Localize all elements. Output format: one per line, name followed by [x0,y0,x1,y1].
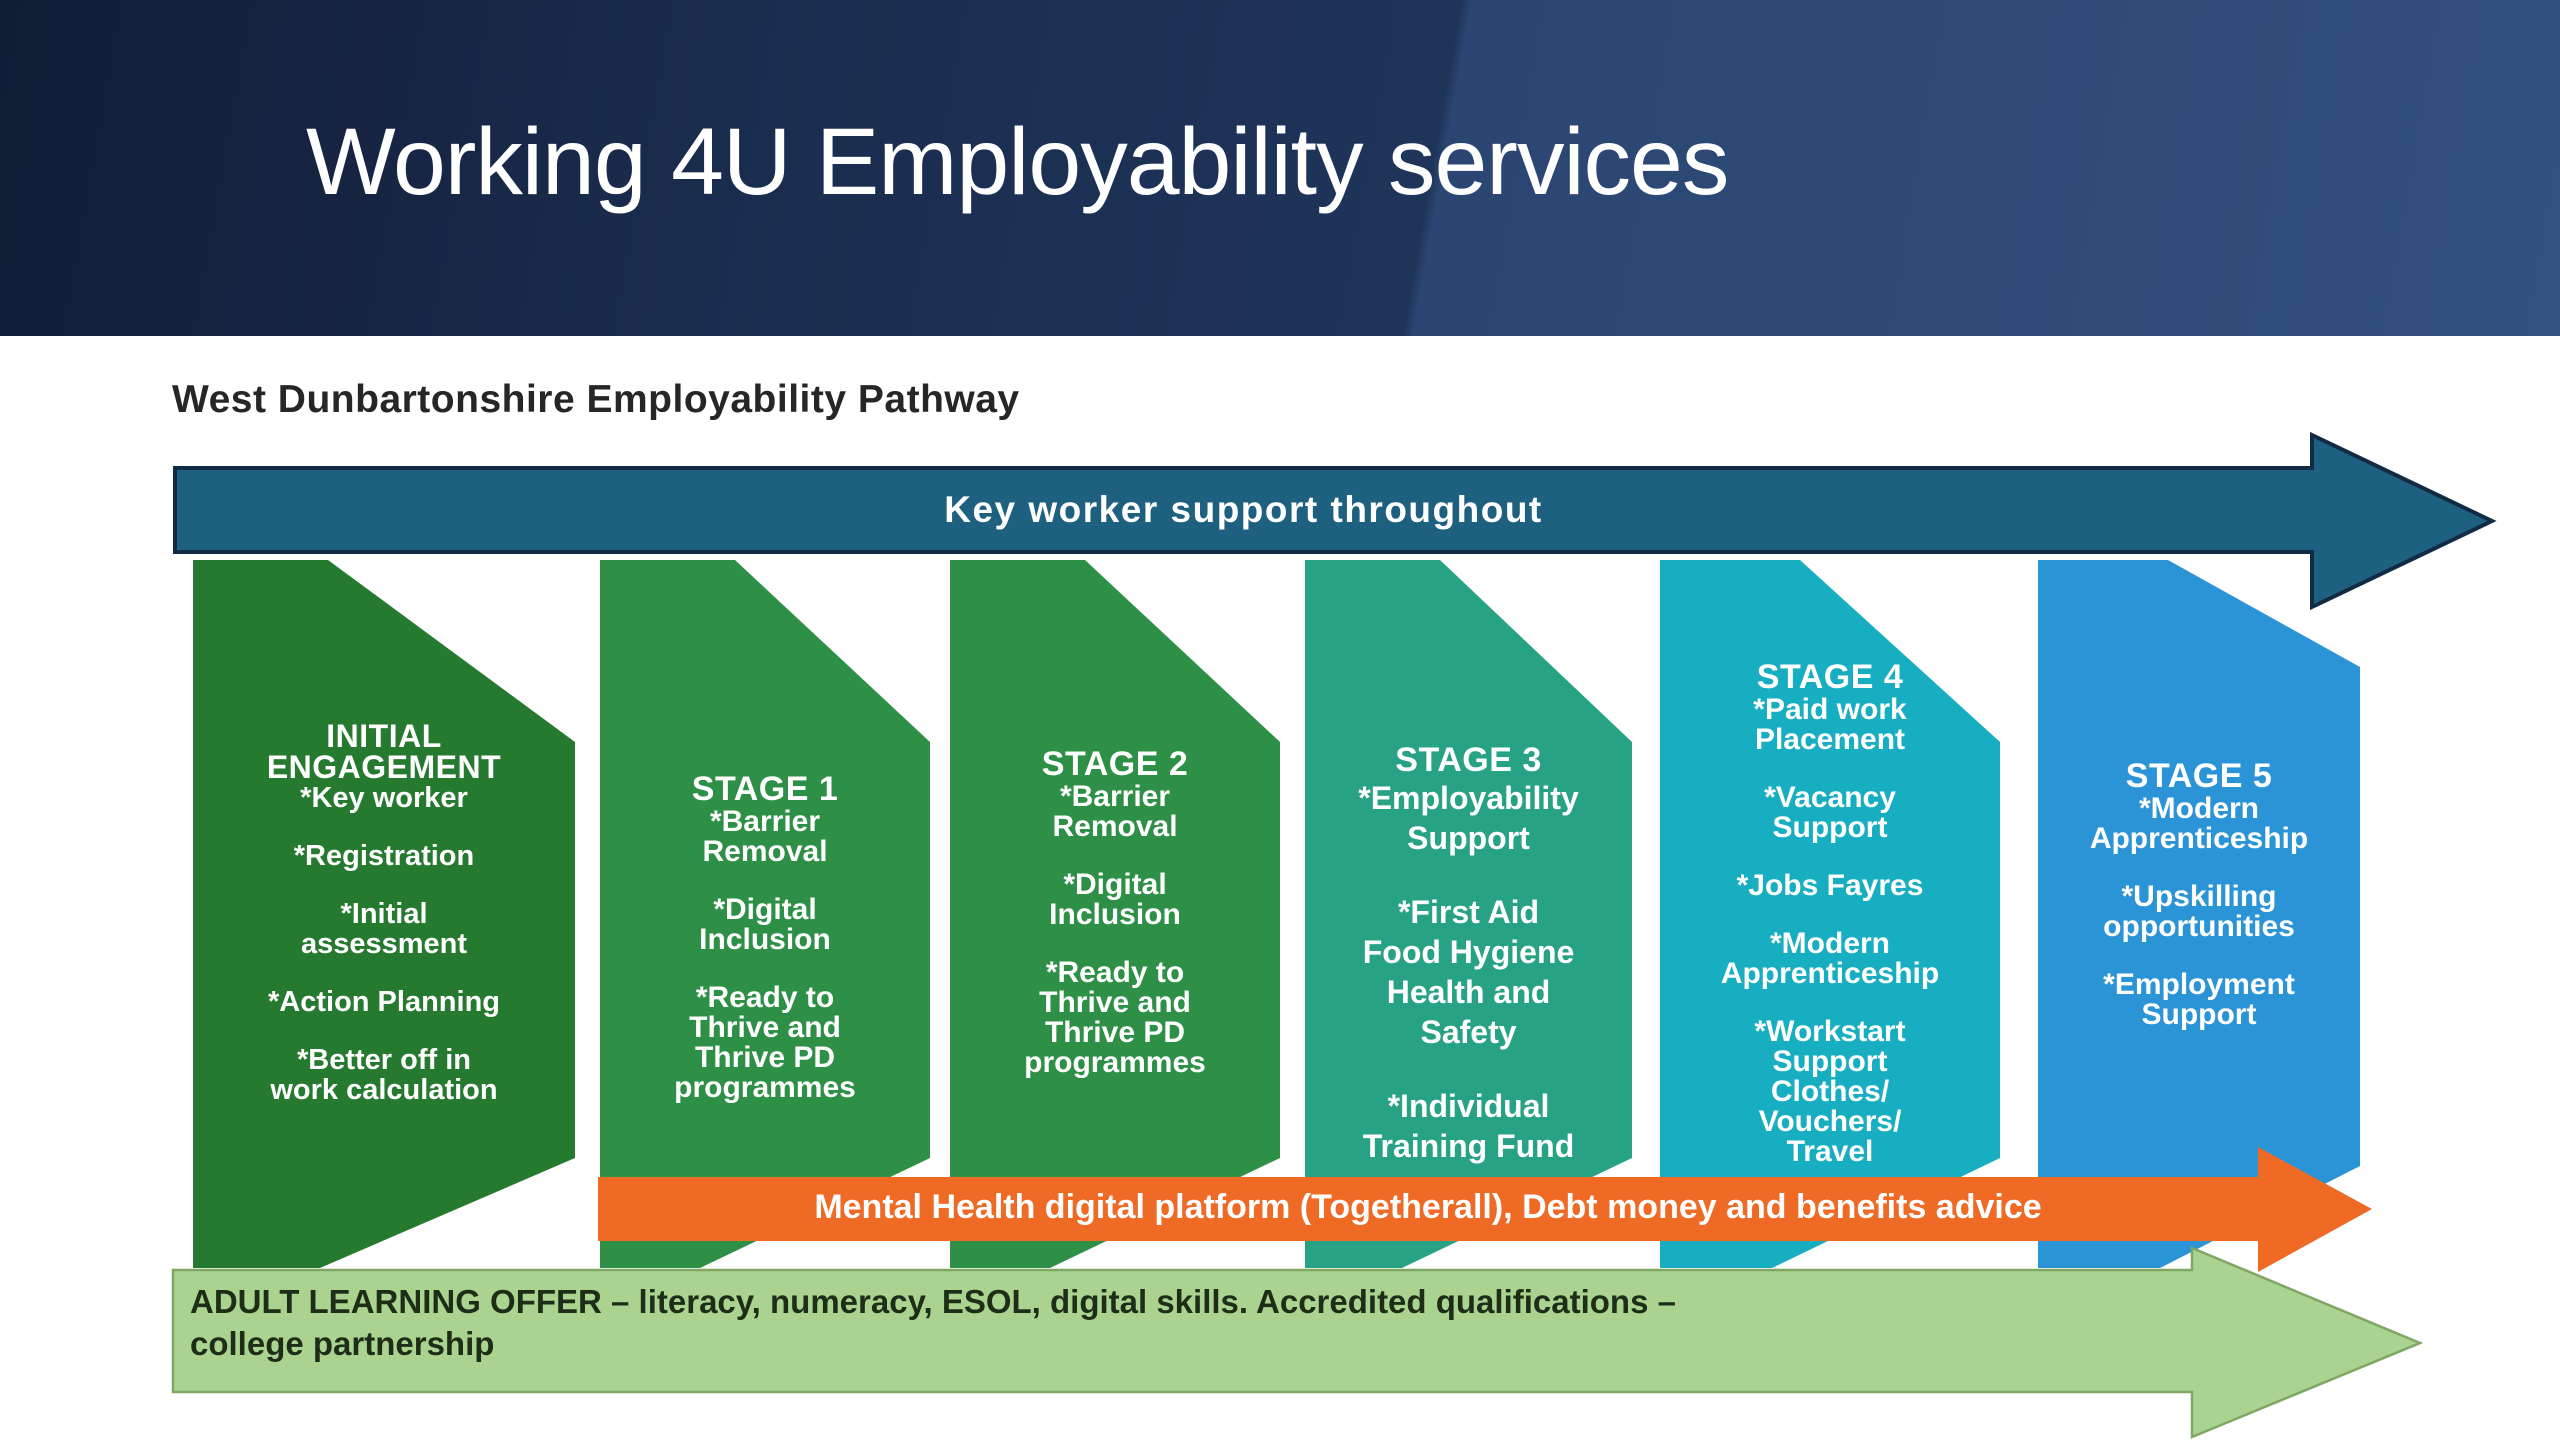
key-worker-arrow-label: Key worker support throughout [944,489,1543,530]
stage-item: *Vacancy Support [1764,781,1896,844]
stage-item: *Workstart Support Clothes/ Vouchers/ Tr… [1754,1015,1906,1168]
stage-column-stage-5: STAGE 5 *Modern Apprenticeship *Upskilli… [2038,560,2360,1268]
stage-title: STAGE 5 [2125,757,2273,795]
stage-item: *Registration [293,840,475,872]
stage-title: STAGE 2 [1041,745,1189,783]
stage-item: *Individual Training Fund [1362,1088,1575,1164]
mental-health-arrow-shape [598,1147,2372,1272]
stage-item: *Key worker [300,782,468,814]
stage-item: *Employment Support [2103,968,2295,1031]
mental-health-arrow-label: Mental Health digital platform (Together… [814,1188,2042,1226]
pathway-heading: West Dunbartonshire Employability Pathwa… [172,378,1020,421]
stage-item: *Jobs Fayres [1736,869,1924,902]
stage-title: STAGE 4 [1756,658,1904,696]
stage-title: INITIAL ENGAGEMENT [266,718,502,785]
stage-item: *Ready to Thrive and Thrive PD programme… [1024,956,1206,1079]
stage-item: *Initial assessment [300,898,468,960]
stage-item: *First Aid Food Hygiene Health and Safet… [1362,894,1575,1050]
stage-title: STAGE 1 [691,770,839,808]
stage-item: *Modern Apprenticeship [1720,927,1940,990]
stage-item: *Barrier Removal [1052,780,1178,843]
stage-item: *Action Planning [268,986,500,1018]
stage-column-stage-4: STAGE 4 *Paid work Placement *Vacancy Su… [1660,560,2000,1268]
stage-item: *Better off in work calculation [270,1044,498,1106]
stage-item: *Upskilling opportunities [2103,880,2295,943]
stage-item: *Employability Support [1358,780,1579,856]
stage-item: *Ready to Thrive and Thrive PD programme… [674,981,856,1104]
stage-item: *Barrier Removal [702,805,828,868]
stage-item: *Paid work Placement [1753,693,1907,756]
adult-learning-arrow-label: ADULT LEARNING OFFER – literacy, numerac… [190,1283,1676,1362]
slide-title: Working 4U Employability services [306,109,1729,215]
stage-title: STAGE 3 [1395,741,1542,779]
stage-item: *Digital Inclusion [699,893,831,956]
stage-item: *Modern Apprenticeship [2089,792,2309,855]
stage-item: *Digital Inclusion [1049,868,1181,931]
slide-header: Working 4U Employability services [0,0,2560,336]
key-worker-arrow-shape [173,431,2497,611]
adult-learning-arrow-shape [171,1246,2424,1439]
